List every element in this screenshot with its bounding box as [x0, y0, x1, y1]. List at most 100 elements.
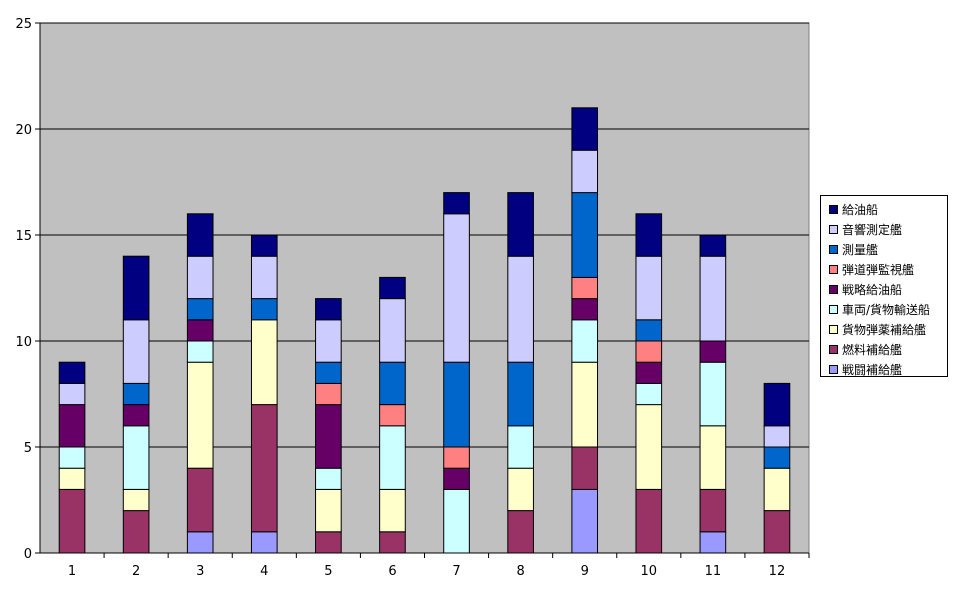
bars — [40, 107, 809, 554]
bar-segment — [186, 531, 214, 554]
x-tick-label: 7 — [452, 564, 460, 579]
bar-segment — [443, 488, 470, 554]
y-tick-label: 15 — [15, 229, 32, 244]
bar-segment — [250, 298, 278, 321]
bar-segment — [443, 213, 470, 363]
bar-segment — [315, 319, 342, 363]
bar-segment — [699, 425, 727, 490]
bar-segment — [315, 531, 342, 554]
bar-segment — [122, 425, 150, 490]
legend-label: 戦闘補給艦 — [842, 362, 903, 377]
bar-segment — [186, 361, 214, 469]
legend-label: 戦略給油船 — [842, 282, 903, 297]
bar-segment — [571, 149, 599, 194]
bar-segment — [58, 488, 86, 554]
bar-segment — [635, 361, 663, 384]
x-tick-label: 4 — [260, 564, 268, 579]
bar-segment — [507, 255, 534, 363]
bar-segment — [186, 467, 214, 533]
legend-swatch — [829, 364, 838, 374]
bar-segment — [571, 192, 599, 278]
bar-segment — [571, 107, 599, 151]
bar-segment — [571, 298, 599, 321]
legend-swatch — [829, 224, 838, 234]
bar-segment — [186, 298, 214, 321]
x-tick-label: 11 — [705, 564, 722, 579]
bar-segment — [763, 446, 791, 469]
y-tick-label: 20 — [15, 123, 32, 138]
x-tick-label: 1 — [68, 564, 76, 579]
legend-swatch — [829, 324, 838, 334]
bar-segment — [507, 510, 534, 554]
bar-segment — [635, 319, 663, 342]
bar-segment — [443, 446, 470, 469]
bar-segment — [315, 467, 342, 490]
bar-segment — [571, 276, 599, 300]
legend-label: 車両/貨物輸送船 — [842, 302, 931, 317]
bar-segment — [763, 467, 791, 512]
bar-segment — [315, 404, 342, 469]
bar-segment — [635, 404, 663, 490]
bar-segment — [58, 361, 86, 384]
bar-segment — [379, 276, 406, 300]
bar-segment — [122, 510, 150, 554]
legend-item: 貨物弾薬補給艦 — [829, 319, 947, 339]
bar-segment — [186, 319, 214, 342]
bar-segment — [250, 255, 278, 300]
bar-segment — [250, 234, 278, 257]
y-tick-label: 25 — [15, 17, 32, 32]
x-tick-label: 5 — [324, 564, 332, 579]
bar-segment — [699, 531, 727, 554]
bar-segment — [571, 361, 599, 448]
legend-swatch — [829, 284, 838, 294]
legend-swatch — [829, 344, 838, 354]
legend-label: 測量艦 — [842, 242, 879, 257]
gridlines — [40, 22, 809, 448]
legend-item: 燃料補給艦 — [829, 339, 947, 359]
bar-segment — [186, 340, 214, 363]
bar-segment — [58, 446, 86, 469]
legend-item: 戦闘補給艦 — [829, 359, 947, 379]
bar-segment — [763, 510, 791, 554]
bar-segment — [122, 255, 150, 321]
bar-segment — [763, 382, 791, 427]
bar-segment — [122, 319, 150, 384]
bar-segment — [122, 382, 150, 406]
legend-label: 貨物弾薬補給艦 — [842, 322, 927, 337]
bar-segment — [58, 467, 86, 490]
x-tick-label: 3 — [196, 564, 204, 579]
bar-segment — [379, 404, 406, 427]
x-tick-label: 2 — [132, 564, 140, 579]
bar-segment — [699, 255, 727, 342]
bar-segment — [443, 361, 470, 448]
x-tick-label: 6 — [388, 564, 396, 579]
legend: 給油船 音響測定艦 測量艦 弾道弾監視艦 戦略給油船 車両/貨物輸送船 貨物弾薬補給艦 燃料補… — [820, 195, 948, 377]
legend-swatch — [829, 264, 838, 274]
bar-segment — [507, 361, 534, 427]
bar-segment — [571, 446, 599, 490]
legend-item: 弾道弾監視艦 — [829, 259, 947, 279]
bar-segment — [571, 319, 599, 363]
bar-segment — [379, 298, 406, 363]
y-tick-label: 10 — [15, 335, 32, 350]
bar-segment — [443, 467, 470, 490]
bar-segment — [122, 404, 150, 427]
bar-segment — [635, 340, 663, 363]
x-tick-label: 9 — [581, 564, 589, 579]
bar-segment — [186, 255, 214, 300]
bar-segment — [763, 425, 791, 448]
legend-label: 給油船 — [842, 202, 879, 217]
x-tick-label: 10 — [641, 564, 658, 579]
bar-segment — [443, 192, 470, 215]
bar-segment — [379, 531, 406, 554]
bar-segment — [250, 531, 278, 554]
legend-item: 戦略給油船 — [829, 279, 947, 299]
bar-segment — [315, 488, 342, 533]
bar-segment — [58, 382, 86, 406]
bar-segment — [571, 488, 599, 554]
legend-label: 弾道弾監視艦 — [842, 262, 915, 277]
bar-segment — [379, 361, 406, 406]
bar-segment — [699, 234, 727, 257]
bar-segment — [507, 425, 534, 469]
